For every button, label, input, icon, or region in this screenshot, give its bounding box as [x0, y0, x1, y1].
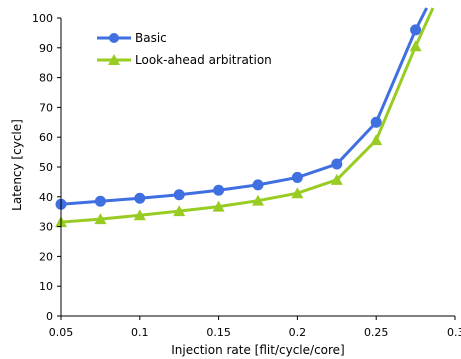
x-tick-label: 0.15 — [206, 326, 231, 339]
y-tick-label: 0 — [46, 310, 53, 323]
data-point — [213, 184, 225, 196]
data-point — [291, 171, 303, 183]
data-point — [94, 213, 107, 225]
data-point — [410, 24, 422, 36]
data-point — [252, 179, 264, 191]
y-tick-label: 100 — [32, 12, 53, 25]
legend-marker-look-ahead — [108, 54, 120, 65]
x-tick-label: 0.3 — [447, 326, 461, 339]
x-tick-label: 0.25 — [364, 326, 389, 339]
axes — [57, 17, 456, 320]
y-tick-labels: 0 10 20 30 40 50 60 70 80 90 100 — [32, 12, 53, 323]
legend-label-look-ahead: Look-ahead arbitration — [135, 53, 272, 67]
data-point — [252, 194, 264, 206]
data-point — [173, 205, 186, 217]
legend-entry-basic: Basic — [97, 31, 167, 45]
y-tick-label: 50 — [39, 161, 53, 174]
data-point — [370, 134, 383, 146]
y-tick-label: 10 — [39, 280, 53, 293]
legend-entry-look-ahead: Look-ahead arbitration — [97, 53, 272, 67]
data-point — [330, 173, 343, 185]
x-tick-labels: 0.05 0.1 0.15 0.2 0.25 0.3 — [49, 326, 461, 339]
data-point — [409, 40, 422, 52]
data-point — [94, 195, 106, 207]
series-basic — [55, 7, 428, 210]
y-tick-label: 40 — [39, 191, 53, 204]
data-point — [173, 189, 185, 201]
legend-marker-basic — [109, 33, 119, 43]
data-point — [370, 116, 382, 128]
x-tick-label: 0.1 — [131, 326, 149, 339]
legend-label-basic: Basic — [135, 31, 167, 45]
data-point — [331, 158, 343, 170]
data-point — [212, 200, 225, 212]
y-tick-label: 20 — [39, 250, 53, 263]
series-layer — [55, 7, 435, 228]
data-point — [134, 192, 146, 204]
y-tick-label: 80 — [39, 72, 53, 85]
x-axis-label: Injection rate [flit/cycle/core] — [171, 343, 345, 357]
y-tick-label: 30 — [39, 221, 53, 234]
y-tick-label: 60 — [39, 131, 53, 144]
x-tick-label: 0.2 — [289, 326, 307, 339]
series-look-ahead — [55, 7, 435, 228]
legend: Basic Look-ahead arbitration — [92, 28, 287, 72]
y-axis-label: Latency [cycle] — [10, 119, 24, 211]
legend-box — [92, 28, 287, 72]
data-point — [291, 187, 304, 199]
y-tick-label: 70 — [39, 101, 53, 114]
x-tick-label: 0.05 — [49, 326, 74, 339]
data-point — [133, 209, 146, 221]
y-tick-label: 90 — [39, 42, 53, 55]
